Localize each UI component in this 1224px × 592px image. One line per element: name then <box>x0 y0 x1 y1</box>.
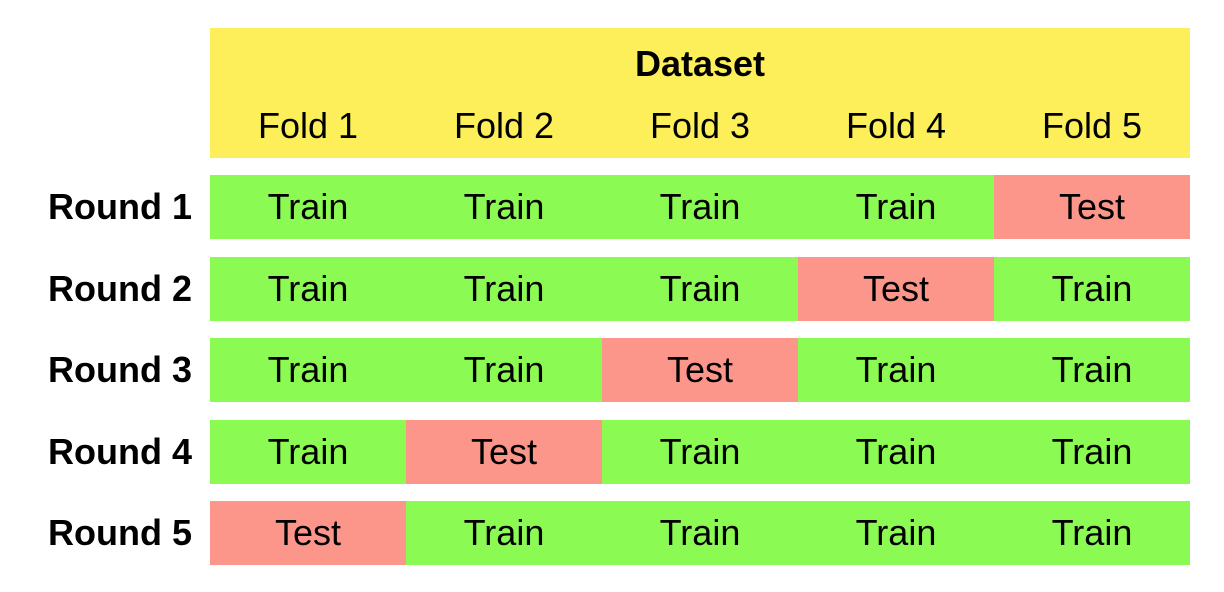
fold-cell: Test <box>994 175 1190 239</box>
fold-label: Fold 5 <box>1041 105 1143 146</box>
fold-cell: Train <box>406 175 602 239</box>
dataset-header <box>210 28 1190 158</box>
fold-cell: Test <box>406 419 602 484</box>
round-label: Round 1 <box>48 186 192 227</box>
fold-cell: Train <box>994 256 1190 321</box>
fold-cell: Test <box>210 501 406 565</box>
dataset-title: Dataset <box>634 43 766 84</box>
fold-cell: Train <box>210 175 406 239</box>
fold-cell: Train <box>602 256 798 321</box>
fold-cell: Train <box>798 175 994 239</box>
fold-cell: Train <box>602 501 798 565</box>
fold-label: Fold 1 <box>257 105 359 146</box>
fold-cell: Train <box>406 338 602 402</box>
fold-cell: Train <box>798 501 994 565</box>
fold-cell: Train <box>602 175 798 239</box>
fold-label: Fold 3 <box>649 105 751 146</box>
fold-cell: Train <box>994 419 1190 484</box>
fold-label: Fold 4 <box>845 105 947 146</box>
fold-cell: Train <box>994 501 1190 565</box>
fold-cell: Train <box>994 338 1190 402</box>
round-label: Round 4 <box>48 430 192 472</box>
fold-cell: Test <box>602 338 798 402</box>
fold-cell: Train <box>798 419 994 484</box>
round-label: Round 2 <box>48 267 192 309</box>
fold-cell: Train <box>602 419 798 484</box>
fold-cell: Test <box>798 256 994 321</box>
round-label: Round 3 <box>48 349 192 390</box>
fold-cell: Train <box>210 256 406 321</box>
fold-cell: Train <box>406 501 602 565</box>
fold-cell: Train <box>406 256 602 321</box>
fold-cell: Train <box>210 338 406 402</box>
fold-label: Fold 2 <box>453 105 555 146</box>
fold-cell: Train <box>798 338 994 402</box>
round-label: Round 5 <box>48 512 192 553</box>
fold-cell: Train <box>210 419 406 484</box>
